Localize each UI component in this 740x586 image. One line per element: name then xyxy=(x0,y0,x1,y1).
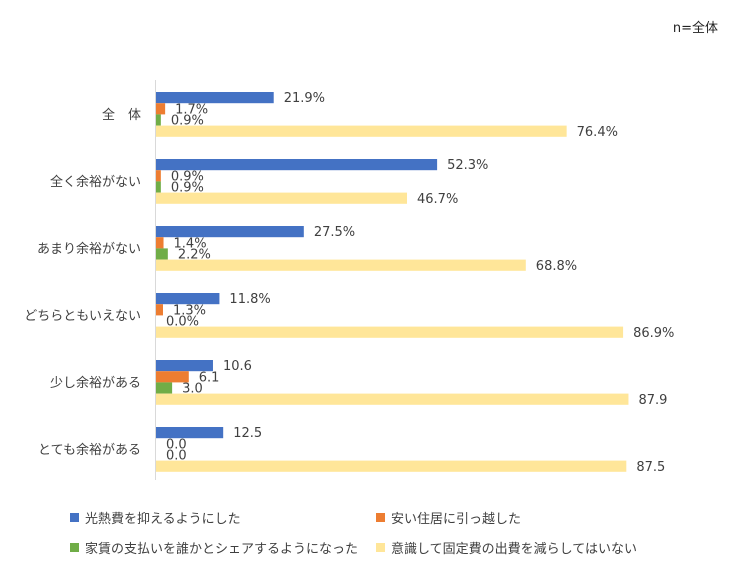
bar-series-3-cat-2 xyxy=(156,259,526,271)
legend-swatch xyxy=(70,513,79,522)
category-label: 少し余裕がある xyxy=(50,375,141,391)
data-label: 11.8% xyxy=(229,292,270,307)
data-label: 68.8% xyxy=(536,259,577,274)
bar-series-0-cat-3 xyxy=(156,293,220,305)
data-label: 1.3% xyxy=(173,303,206,318)
data-label: 52.3% xyxy=(447,158,488,173)
bar-series-1-cat-2 xyxy=(156,237,164,249)
bar-series-0-cat-1 xyxy=(156,159,438,171)
data-label: 0.0 xyxy=(166,437,187,452)
bar-series-2-cat-0 xyxy=(156,114,161,126)
data-label: 21.9% xyxy=(284,91,325,106)
bar-series-1-cat-0 xyxy=(156,103,166,115)
bar-series-1-cat-3 xyxy=(156,304,163,316)
bar-series-3-cat-3 xyxy=(156,326,624,338)
category-label: 全く余裕がない xyxy=(50,174,141,190)
data-label: 0.0% xyxy=(166,315,199,330)
bar-series-2-cat-4 xyxy=(156,382,173,394)
data-label: 76.4% xyxy=(577,125,618,140)
data-label: 87.5 xyxy=(636,460,665,475)
data-label: 46.7% xyxy=(417,192,458,207)
legend-label: 家賃の支払いを誰かとシェアするようになった xyxy=(85,542,359,557)
data-label: 2.2% xyxy=(178,248,211,263)
bar-series-3-cat-0 xyxy=(156,125,567,137)
data-label: 1.4% xyxy=(174,236,207,251)
data-label: 6.1 xyxy=(199,370,220,385)
bar-series-1-cat-4 xyxy=(156,371,189,383)
sample-size-note: n=全体 xyxy=(672,21,718,36)
legend-item: 意識して固定費の出費を減らしてはいない xyxy=(376,538,637,557)
data-label: 0.0 xyxy=(166,449,187,464)
data-label: 0.9% xyxy=(171,114,204,129)
bar-series-0-cat-5 xyxy=(156,427,224,439)
legend-item: 家賃の支払いを誰かとシェアするようになった xyxy=(70,538,358,557)
legend-label: 光熱費を抑えるようにした xyxy=(85,512,241,527)
bar-series-3-cat-4 xyxy=(156,393,629,405)
data-label: 0.9% xyxy=(171,181,204,196)
legend-item: 安い住居に引っ越した xyxy=(376,508,521,527)
category-label: あまり余裕がない xyxy=(37,241,141,257)
data-label: 86.9% xyxy=(633,326,674,341)
bar-series-0-cat-0 xyxy=(156,92,274,104)
category-label: どちらともいえない xyxy=(24,309,141,324)
legend-item: 光熱費を抑えるようにした xyxy=(70,508,241,527)
legend-swatch xyxy=(376,513,385,522)
bar-series-0-cat-4 xyxy=(156,360,213,372)
data-label: 27.5% xyxy=(314,225,355,240)
category-label: 全 体 xyxy=(102,107,141,123)
bar-series-3-cat-5 xyxy=(156,460,627,472)
category-label: とても余裕がある xyxy=(38,442,141,458)
bar-series-2-cat-1 xyxy=(156,181,161,193)
legend-label: 意識して固定費の出費を減らしてはいない xyxy=(391,542,637,557)
bar-series-2-cat-2 xyxy=(156,248,168,260)
data-label: 12.5 xyxy=(233,426,262,441)
legend-swatch xyxy=(376,543,385,552)
bar-series-0-cat-2 xyxy=(156,226,304,238)
data-label: 0.9% xyxy=(171,169,204,184)
data-label: 3.0 xyxy=(182,382,203,397)
legend-swatch xyxy=(70,543,79,552)
legend-label: 安い住居に引っ越した xyxy=(391,512,522,527)
bar-series-3-cat-1 xyxy=(156,192,408,204)
data-label: 87.9 xyxy=(638,393,667,408)
bar-series-1-cat-1 xyxy=(156,170,161,182)
data-label: 1.7% xyxy=(175,102,208,117)
data-label: 10.6 xyxy=(223,359,252,374)
